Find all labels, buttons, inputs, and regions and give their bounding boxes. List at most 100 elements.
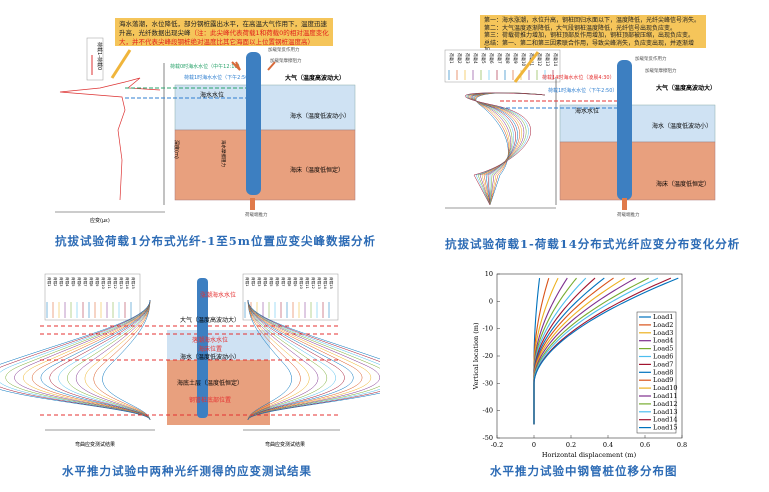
- legend-label: 荷载5: [481, 53, 487, 64]
- legend-label: 荷载8: [89, 277, 94, 287]
- legend-label: 荷载14: [323, 277, 328, 289]
- legend-label: 荷载3: [59, 277, 64, 286]
- water-layer: [167, 330, 270, 360]
- x-tick-label: 0.6: [640, 441, 650, 449]
- legend-box-left: [44, 273, 141, 321]
- legend-label: 荷载5: [71, 277, 76, 286]
- series-line-load15: [533, 277, 679, 425]
- panel2-caption: 抗拔试验荷载1-荷载14分布式光纤应变分布变化分析: [445, 237, 741, 251]
- push-label: 荷载端推力: [245, 211, 268, 218]
- force-label: 加载架摩擦阻力: [645, 67, 677, 74]
- legend-label: Load13: [653, 408, 678, 416]
- x-tick-label: 0.8: [677, 441, 687, 449]
- friction-label: 海水摩擦阻力: [220, 140, 227, 167]
- steel-pile: [617, 60, 632, 200]
- panel2-diagram: 荷载1荷载2荷载3荷载4荷载5荷载6荷载7荷载8荷载9荷载10荷载11荷载12荷…: [444, 49, 716, 218]
- y-axis-label: 深度(m): [173, 140, 180, 159]
- air-label: 大气（温度高波动大）: [656, 84, 716, 92]
- strain-curve-right: [247, 299, 380, 421]
- seabed-layer: [174, 129, 356, 201]
- strain-curve-right: [247, 299, 362, 421]
- strain-curve: [464, 92, 546, 206]
- legend-label: 荷载10: [521, 53, 527, 67]
- legend-label: 荷载1: [449, 53, 455, 64]
- legend-label: Load11: [653, 392, 678, 400]
- strain-curve-left: [76, 299, 151, 421]
- panel1-caption: 抗拔试验荷载1分布式光纤-1至5m位置应变尖峰数据分析: [55, 234, 376, 248]
- legend-label: 荷载1: [245, 277, 250, 286]
- strain-curve-right: [247, 299, 354, 421]
- seabed-label: 海床（温度低恒定）: [656, 180, 710, 188]
- water-layer: [559, 104, 716, 143]
- water-label: 海水（温度低波动小）: [652, 122, 712, 130]
- callout-line: 第二：大气温度逐渐降低，大气段钢桩温度降低，光纤信号出现负应变。: [484, 24, 677, 32]
- strain-curve-left: [41, 299, 151, 421]
- seabed-layer: [559, 141, 716, 201]
- force-label: 加载架反作用力: [268, 46, 300, 53]
- legend-label: 荷载15: [131, 277, 136, 289]
- legend-label: 荷载8: [287, 277, 292, 287]
- strain-curve-left: [49, 299, 151, 421]
- x-axis-label-right: 弯曲应变测试结果: [265, 441, 305, 448]
- callout-arrow: [110, 49, 132, 79]
- legend-label: 荷载1-荷载0: [96, 42, 103, 70]
- x-axis-label: 应变(με): [90, 217, 110, 224]
- strain-curve-right: [247, 299, 380, 421]
- y-tick-label: -20: [483, 352, 493, 360]
- load14-label: 荷载14时海水水位（凌晨4:30）: [542, 74, 615, 81]
- steel-pile: [246, 52, 261, 195]
- push-arrow: [250, 198, 255, 210]
- sea-level-label: 海水水位: [200, 91, 224, 99]
- pile-bottom-label: 钢管桩底部位置: [189, 396, 231, 404]
- legend-label: 荷载14: [553, 53, 559, 67]
- air-label: 大气（温度高波动大）: [180, 316, 240, 324]
- legend-label: 荷载7: [281, 277, 286, 286]
- strain-curve: [59, 77, 161, 201]
- x-tick-label: 0: [532, 441, 536, 449]
- steel-pile: [197, 278, 208, 418]
- legend-label: Load6: [653, 353, 673, 361]
- strain-curve-right: [247, 299, 380, 421]
- legend-label: Load2: [653, 321, 673, 329]
- panel1-callout: 海水落潮，水位降低，部分钢桩露出水平，在高温大气作用下，温度迅速升高，光纤数据出…: [115, 18, 333, 46]
- legend-box: [444, 49, 561, 83]
- x-axis-label: Horizontal displacement (m): [542, 451, 637, 459]
- legend-label: 荷载4: [65, 277, 70, 287]
- water-label: 海水（温度低波动小）: [180, 353, 240, 361]
- legend-label: Load4: [653, 337, 673, 345]
- legend-label: 荷载9: [95, 277, 100, 287]
- force-label: 加载架摩擦阻力: [270, 57, 302, 64]
- callout-line: 第一：海水涨潮，水位升高，钢桩回归水面以下，温度降低，光纤尖峰信号消失。: [484, 17, 701, 24]
- legend-label: Load9: [653, 376, 673, 384]
- panel1-diagram: 荷载1-荷载0 荷载0时海水水位（中午12:10） 荷载1时海水水位（下午2:5…: [55, 37, 356, 224]
- legend-label: Load5: [653, 345, 673, 353]
- air-label: 大气（温度高波动大）: [285, 74, 345, 82]
- legend-label: 荷载3: [465, 53, 471, 64]
- push-label: 荷载端推力: [617, 211, 640, 218]
- x-tick-label: -0.2: [491, 441, 504, 449]
- legend-label: 荷载14: [125, 277, 130, 289]
- legend-label: 荷载8: [505, 53, 511, 64]
- reference-lines: [40, 325, 340, 416]
- legend-label: 荷载10: [101, 277, 106, 289]
- x-axis-label-left: 弯曲应变测试结果: [75, 441, 115, 448]
- force-label: 加载架反作用力: [635, 55, 667, 62]
- y-tick-label: -30: [483, 379, 493, 387]
- legend-label: Load12: [653, 400, 678, 408]
- strain-curve-left: [93, 299, 151, 421]
- legend-box: [86, 37, 104, 81]
- sea-level-label: 海水水位: [575, 107, 599, 115]
- legend-label: Load10: [653, 384, 678, 392]
- legend-label: 荷载9: [513, 53, 519, 64]
- strain-curve-left: [0, 299, 151, 421]
- y-tick-label: -10: [483, 325, 493, 333]
- callout-text: 海水落潮，水位降低，部分钢桩露出水平，在高温大气作用下，温度迅速升高，光纤数据出…: [119, 20, 327, 37]
- legend-label: 荷载10: [299, 277, 304, 289]
- callout-line: 第三：荷载荷推力增加，钢桩顶部反作用增加，钢桩顶部被压缩，出现负应变。: [484, 32, 695, 39]
- panel2-callout: 第一：海水涨潮，水位升高，钢桩回归水面以下，温度降低，光纤尖峰信号消失。 第二：…: [480, 15, 706, 54]
- y-tick-label: 0: [489, 297, 493, 305]
- callout-arrow: [513, 51, 540, 83]
- legend-label: Load7: [653, 360, 673, 368]
